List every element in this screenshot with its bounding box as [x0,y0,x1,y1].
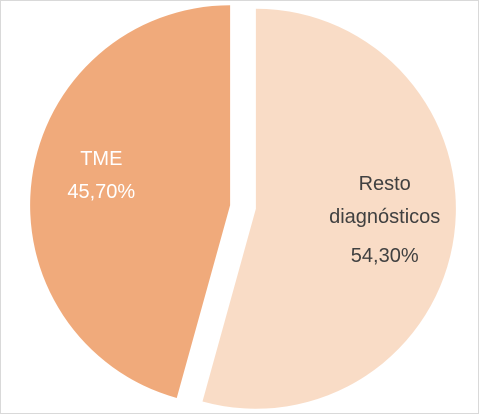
slice-category-label: Resto diagnósticos [329,173,441,229]
pie-slice [202,8,456,409]
slice-value-label: 54,30% [350,245,419,268]
slice-value-label: 45,70% [67,180,136,203]
slice-category-label: TME [80,147,123,170]
pie-slice [30,5,231,398]
